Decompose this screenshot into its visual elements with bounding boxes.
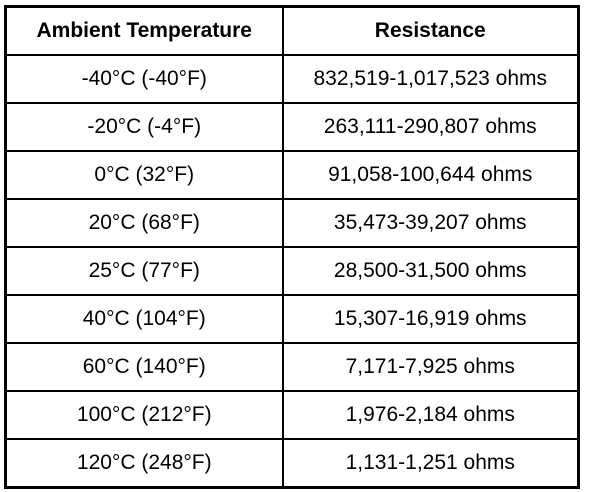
- table-row: 25°C (77°F) 28,500-31,500 ohms: [4, 246, 580, 296]
- table-cell: -20°C (-4°F): [4, 102, 284, 152]
- table-cell: 40°C (104°F): [4, 294, 284, 344]
- table-row: 0°C (32°F) 91,058-100,644 ohms: [4, 150, 580, 200]
- header-cell: Resistance: [281, 5, 580, 56]
- table-cell: 35,473-39,207 ohms: [281, 198, 580, 248]
- table-row: 60°C (140°F) 7,171-7,925 ohms: [4, 342, 580, 392]
- table-cell: 60°C (140°F): [4, 342, 284, 392]
- table-cell: 15,307-16,919 ohms: [281, 294, 580, 344]
- table-cell: -40°C (-40°F): [4, 54, 284, 104]
- table-body: -40°C (-40°F) 832,519-1,017,523 ohms -20°C…: [4, 54, 580, 489]
- table-row: 40°C (104°F) 15,307-16,919 ohms: [4, 294, 580, 344]
- table-cell: 1,976-2,184 ohms: [281, 390, 580, 440]
- table-cell: 28,500-31,500 ohms: [281, 246, 580, 296]
- table-row: 120°C (248°F) 1,131-1,251 ohms: [4, 438, 580, 489]
- table-cell: 0°C (32°F): [4, 150, 284, 200]
- table-cell: 7,171-7,925 ohms: [281, 342, 580, 392]
- table-row: 100°C (212°F) 1,976-2,184 ohms: [4, 390, 580, 440]
- table-cell: 100°C (212°F): [4, 390, 284, 440]
- header-row: Ambient Temperature Resistance: [4, 5, 580, 56]
- header-cell: Ambient Temperature: [4, 5, 284, 56]
- resistance-table: Ambient Temperature Resistance -40°C (-4…: [4, 5, 580, 489]
- table-cell: 263,111-290,807 ohms: [281, 102, 580, 152]
- table-row: 20°C (68°F) 35,473-39,207 ohms: [4, 198, 580, 248]
- table-row: -40°C (-40°F) 832,519-1,017,523 ohms: [4, 54, 580, 104]
- table-cell: 832,519-1,017,523 ohms: [281, 54, 580, 104]
- table-cell: 1,131-1,251 ohms: [281, 438, 580, 489]
- table-cell: 91,058-100,644 ohms: [281, 150, 580, 200]
- table-cell: 120°C (248°F): [4, 438, 284, 489]
- table-cell: 20°C (68°F): [4, 198, 284, 248]
- table-row: -20°C (-4°F) 263,111-290,807 ohms: [4, 102, 580, 152]
- table-cell: 25°C (77°F): [4, 246, 284, 296]
